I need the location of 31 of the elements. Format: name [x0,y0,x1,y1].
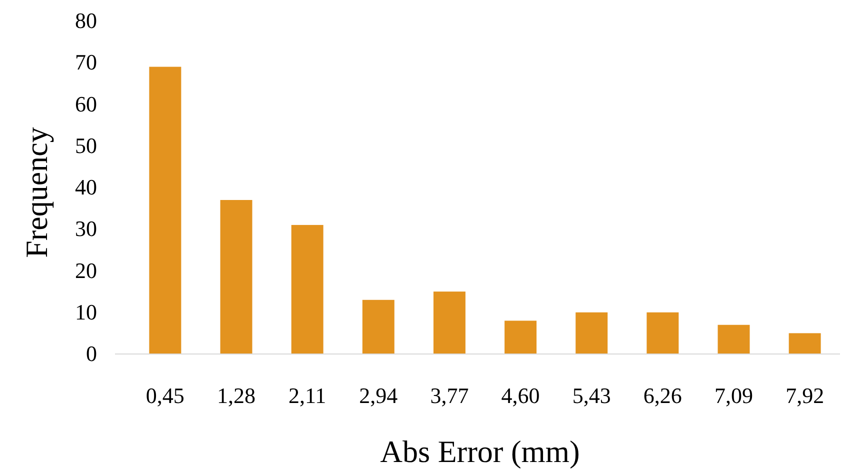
bar [788,333,821,354]
y-tick-label: 70 [75,50,97,75]
x-tick-label: 6,26 [643,383,682,408]
bar [718,324,750,354]
bar [576,312,608,354]
x-tick-label: 1,28 [217,383,256,408]
x-tick-label: 5,43 [572,383,611,408]
y-tick-label: 0 [86,341,97,366]
y-tick-label: 50 [75,132,97,158]
y-tick-label: 60 [75,91,97,116]
x-tick-label: 3,77 [430,383,469,408]
bar [149,66,182,354]
x-tick-label: 7,92 [786,383,824,408]
y-axis-title: Frequency [19,126,54,258]
bar [433,292,466,354]
y-tick-label: 30 [75,216,97,242]
x-tick-label: 4,60 [501,383,540,408]
y-tick-label: 40 [75,174,97,200]
y-tick-label: 20 [75,258,97,283]
bar [362,300,394,354]
x-tick-label: 2,94 [359,383,398,408]
bar [220,200,252,354]
bar [504,320,537,354]
y-tick-label: 10 [75,299,97,324]
x-tick-label: 7,09 [714,383,753,408]
x-axis-title: Abs Error (mm) [380,434,580,469]
y-tick-label: 80 [75,8,97,34]
x-tick-label: 2,11 [288,383,326,408]
x-tick-label: 0,45 [146,383,184,408]
bar [291,224,324,354]
bar [646,312,679,354]
